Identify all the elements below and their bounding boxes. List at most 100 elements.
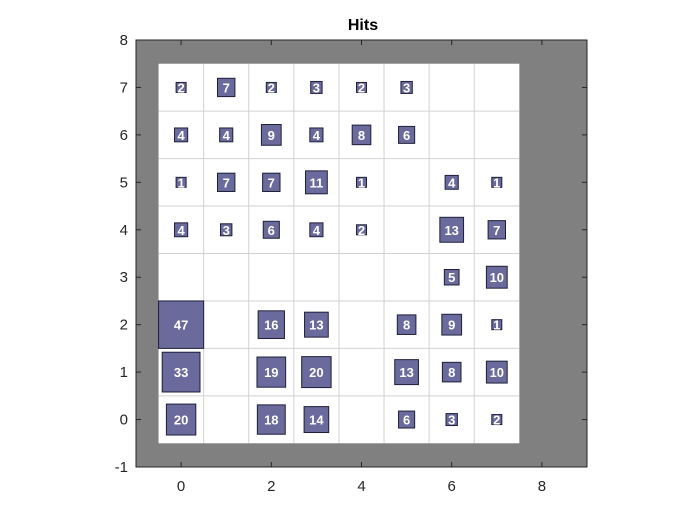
hit-count-label: 2: [358, 80, 365, 95]
hit-count-label: 4: [177, 223, 185, 238]
hit-marker: [175, 176, 187, 188]
hit-marker: [356, 81, 367, 93]
x-tick-label: 4: [357, 478, 365, 495]
hit-marker: [310, 80, 323, 94]
hit-count-label: 18: [264, 413, 278, 428]
hit-cell: 6: [398, 125, 416, 144]
hit-count-label: 8: [448, 365, 455, 380]
hit-count-label: 4: [177, 128, 185, 143]
hit-count-label: 9: [448, 318, 455, 333]
hit-count-label: 9: [268, 128, 275, 143]
hit-count-label: 33: [174, 365, 188, 380]
hit-marker: [257, 310, 285, 340]
hit-marker: [491, 319, 503, 331]
hit-count-label: 20: [174, 413, 188, 428]
hit-count-label: 1: [493, 175, 500, 190]
hit-count-label: 6: [403, 413, 410, 428]
hit-marker: [356, 224, 367, 236]
hit-cell: 13: [304, 311, 329, 338]
y-tick-label: 3: [120, 269, 128, 286]
hit-marker: [443, 268, 460, 286]
y-axis-ticks: -1 0 1 2 3 4 5 6 7 8: [115, 32, 587, 476]
y-tick-label: 5: [120, 174, 128, 191]
hit-marker: [175, 81, 187, 93]
hit-cell: 2: [491, 413, 503, 428]
hit-marker: [219, 127, 234, 143]
hit-marker: [216, 77, 236, 98]
hit-cell: 2: [265, 80, 277, 95]
hit-marker: [256, 356, 287, 388]
hit-marker: [309, 127, 324, 143]
x-tick-label: 0: [177, 478, 185, 495]
hit-cell: 13: [439, 216, 465, 243]
hit-cell: 3: [220, 223, 233, 238]
hit-count-label: 2: [177, 80, 184, 95]
hit-marker: [262, 172, 281, 192]
hit-cell: 4: [309, 127, 324, 143]
hit-cell: 10: [485, 360, 508, 384]
hit-marker: [260, 124, 282, 146]
hit-count-label: 10: [490, 270, 504, 285]
hit-cell: 9: [260, 124, 282, 146]
hit-marker: [165, 403, 197, 436]
hit-cell: 14: [303, 406, 330, 434]
hit-marker: [174, 127, 189, 143]
hit-count-label: 1: [358, 175, 365, 190]
hit-marker: [491, 176, 503, 188]
hit-count-label: 10: [490, 365, 504, 380]
hit-marker: [256, 404, 286, 435]
hit-count-label: 4: [313, 128, 321, 143]
hit-count-label: 7: [223, 80, 230, 95]
hit-marker: [262, 220, 280, 239]
hit-marker: [309, 222, 324, 238]
hit-marker: [400, 80, 413, 94]
y-tick-label: 8: [120, 32, 128, 49]
hit-count-label: 4: [313, 223, 321, 238]
hit-count-label: 3: [313, 80, 320, 95]
hit-marker: [485, 265, 508, 289]
hit-marker: [485, 360, 508, 384]
y-tick-label: 2: [120, 317, 128, 334]
hit-cell: 10: [485, 265, 508, 289]
hit-cell: 4: [219, 127, 234, 143]
hit-count-label: 4: [448, 175, 456, 190]
hit-cell: 9: [441, 313, 463, 336]
y-tick-label: 7: [120, 79, 128, 96]
hit-cell: 7: [216, 172, 236, 192]
hit-marker: [439, 216, 465, 243]
hit-marker: [265, 81, 277, 93]
hit-marker: [158, 300, 205, 349]
hit-count-label: 7: [223, 175, 230, 190]
hit-cell: 47: [158, 300, 205, 349]
hit-count-label: 6: [403, 128, 410, 143]
hit-count-label: 47: [174, 318, 188, 333]
hit-marker: [351, 124, 372, 146]
hit-count-label: 13: [309, 318, 323, 333]
hit-count-label: 6: [268, 223, 275, 238]
hit-marker: [398, 410, 416, 429]
y-tick-label: 4: [120, 222, 128, 239]
x-tick-label: 8: [538, 478, 546, 495]
hit-marker: [356, 176, 367, 188]
hit-cell: 4: [174, 127, 189, 143]
hit-cell: 5: [443, 268, 460, 286]
x-tick-label: 6: [448, 478, 456, 495]
hit-count-label: 16: [264, 318, 278, 333]
hit-marker: [444, 174, 459, 190]
hit-count-label: 8: [403, 318, 410, 333]
hit-cell: 1: [491, 318, 503, 333]
hit-marker: [441, 361, 462, 383]
hit-count-label: 13: [399, 365, 413, 380]
hit-cell: 7: [216, 77, 236, 98]
hit-cell: 6: [398, 410, 416, 429]
hit-cell: 4: [309, 222, 324, 238]
hit-marker: [398, 125, 416, 144]
hit-marker: [396, 314, 417, 335]
hit-count-label: 13: [444, 223, 458, 238]
hit-count-label: 11: [310, 175, 324, 190]
hit-cell: 19: [256, 356, 287, 388]
hit-cell: 1: [356, 175, 367, 190]
y-tick-label: 0: [120, 412, 128, 429]
hit-marker: [491, 414, 503, 426]
